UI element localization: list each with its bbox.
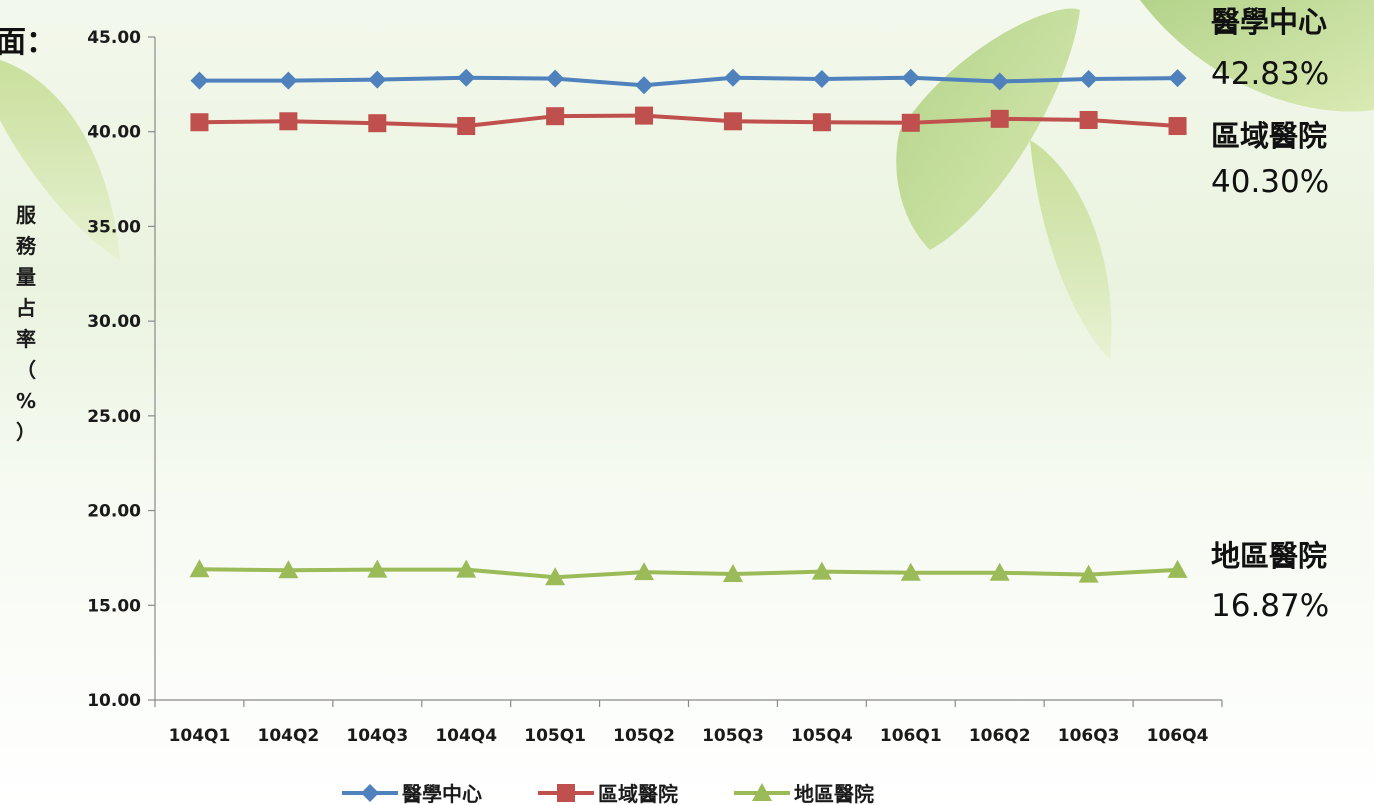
leaf-decoration xyxy=(1140,0,1374,112)
y-tick-label: 30.00 xyxy=(87,312,141,332)
legend-label: 區域醫院 xyxy=(598,782,678,805)
y-tick-label: 20.00 xyxy=(87,502,141,522)
data-point xyxy=(457,68,476,87)
data-point xyxy=(1079,70,1098,89)
data-point xyxy=(190,71,209,90)
end-labels: 醫學中心 42.83% 區域醫院 40.30% 地區醫院 16.87% xyxy=(1211,5,1329,624)
leaf-decoration xyxy=(0,60,120,260)
data-point xyxy=(812,70,831,89)
y-axis-label-char: 量 xyxy=(16,265,36,289)
data-point xyxy=(722,564,743,583)
y-axis-label-char: 服 xyxy=(16,203,37,227)
y-axis-label-char: 率 xyxy=(16,327,36,351)
data-point xyxy=(635,76,654,95)
legend-label: 醫學中心 xyxy=(402,782,482,805)
x-tick-label: 106Q4 xyxy=(1147,726,1209,746)
data-point xyxy=(278,560,299,579)
y-tick-label: 45.00 xyxy=(87,28,141,48)
data-point xyxy=(723,68,742,87)
legend-item: 醫學中心 xyxy=(342,782,482,805)
data-point xyxy=(635,106,654,125)
x-tick-label: 105Q3 xyxy=(702,726,764,746)
y-axis-label-char: ） xyxy=(16,420,36,444)
data-point xyxy=(900,562,921,581)
x-tick-label: 104Q2 xyxy=(257,726,319,746)
series-line xyxy=(199,75,1178,88)
series-2 xyxy=(189,559,1188,586)
legend-marker xyxy=(557,784,575,802)
x-tick-label: 105Q2 xyxy=(613,726,675,746)
y-axis-label-char: 務 xyxy=(16,234,37,258)
x-tick-label: 106Q2 xyxy=(969,726,1031,746)
data-point xyxy=(901,113,920,132)
data-point xyxy=(279,112,298,131)
end-label-name: 地區醫院 xyxy=(1211,539,1327,573)
data-point xyxy=(989,562,1010,581)
data-point xyxy=(545,567,566,586)
data-point xyxy=(279,71,298,90)
end-label-value: 16.87% xyxy=(1211,588,1329,624)
data-point xyxy=(367,559,388,578)
y-tick-label: 10.00 xyxy=(87,691,141,711)
y-axis-label-char: （ xyxy=(16,358,36,382)
y-tick-label: 25.00 xyxy=(87,407,141,427)
data-point xyxy=(990,109,1009,128)
leaf-decoration xyxy=(1030,140,1112,360)
y-axis: 10.00 15.00 20.00 25.00 30.00 35.00 40.00 45.00 xyxy=(87,28,156,711)
cut-off-title: 面： xyxy=(0,25,56,60)
y-tick-label: 40.00 xyxy=(87,123,141,143)
x-axis: 104Q1 104Q2 104Q3 104Q4 105Q1 105Q2 105Q3 105Q4… xyxy=(154,699,1223,746)
y-axis-label-char: % xyxy=(16,389,36,413)
data-point xyxy=(1168,117,1187,136)
data-point xyxy=(1079,110,1098,129)
data-point xyxy=(546,107,565,126)
end-label-name: 醫學中心 xyxy=(1211,5,1327,39)
x-tick-label: 106Q1 xyxy=(880,726,942,746)
legend-item: 地區醫院 xyxy=(734,782,874,805)
series-0 xyxy=(190,68,1187,95)
series-line xyxy=(199,567,1178,580)
legend-marker xyxy=(361,784,379,802)
series-1 xyxy=(190,106,1187,136)
x-tick-label: 105Q1 xyxy=(524,726,586,746)
data-point xyxy=(901,68,920,87)
data-point xyxy=(456,559,477,578)
background-decoration xyxy=(0,0,1374,360)
data-point xyxy=(189,559,210,578)
data-point xyxy=(634,562,655,581)
legend: 醫學中心 區域醫院 地區醫院 xyxy=(342,782,874,805)
end-label-value: 42.83% xyxy=(1211,56,1329,92)
data-point xyxy=(1167,559,1188,578)
data-point xyxy=(190,113,209,132)
legend-label: 地區醫院 xyxy=(794,782,874,805)
x-tick-label: 104Q3 xyxy=(346,726,408,746)
x-tick-label: 104Q4 xyxy=(435,726,497,746)
y-axis-label-char: 占 xyxy=(16,296,36,320)
y-tick-label: 35.00 xyxy=(87,217,141,237)
data-point xyxy=(811,561,832,580)
series-layer xyxy=(189,68,1188,586)
legend-item: 區域醫院 xyxy=(538,782,678,805)
data-point xyxy=(990,72,1009,91)
x-tick-label: 105Q4 xyxy=(791,726,853,746)
legend-marker xyxy=(752,783,772,801)
data-point xyxy=(457,117,476,136)
data-point xyxy=(546,69,565,88)
x-tick-label: 104Q1 xyxy=(169,726,231,746)
data-point xyxy=(1168,69,1187,88)
data-point xyxy=(368,114,387,133)
data-point xyxy=(723,112,742,131)
y-tick-label: 15.00 xyxy=(87,596,141,616)
data-point xyxy=(812,113,831,132)
x-tick-label: 106Q3 xyxy=(1058,726,1120,746)
end-label-name: 區域醫院 xyxy=(1211,119,1327,153)
leaf-decoration xyxy=(896,8,1080,250)
end-label-value: 40.30% xyxy=(1211,164,1329,200)
series-line xyxy=(199,113,1178,129)
data-point xyxy=(368,70,387,89)
data-point xyxy=(1078,564,1099,583)
